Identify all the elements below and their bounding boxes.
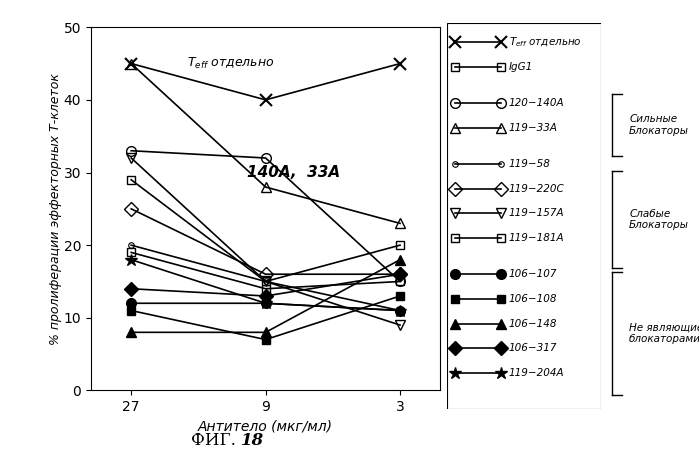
Text: 119−181A: 119−181A	[509, 233, 565, 243]
Text: ФИГ.: ФИГ.	[191, 433, 241, 449]
Text: $T_{eff}$ отдельно: $T_{eff}$ отдельно	[187, 56, 274, 71]
Text: 119−33A: 119−33A	[509, 123, 558, 133]
Text: IgG1: IgG1	[509, 62, 533, 72]
Text: 106−148: 106−148	[509, 319, 557, 329]
Text: 106−107: 106−107	[509, 269, 557, 279]
Text: Не являющиеся
блокаторами: Не являющиеся блокаторами	[629, 322, 699, 344]
Y-axis label: % пролиферации эффекторных Т-клеток: % пролиферации эффекторных Т-клеток	[49, 73, 62, 345]
Text: 18: 18	[241, 433, 264, 449]
Text: 119−204A: 119−204A	[509, 368, 565, 378]
Text: 140A,  33A: 140A, 33A	[247, 165, 340, 180]
Text: 120−140A: 120−140A	[509, 98, 565, 108]
X-axis label: Антитело (мкг/мл): Антитело (мкг/мл)	[198, 419, 333, 434]
Text: Сильные
Блокаторы: Сильные Блокаторы	[629, 114, 689, 136]
Text: Слабые
Блокаторы: Слабые Блокаторы	[629, 209, 689, 230]
Text: 106−108: 106−108	[509, 294, 557, 304]
Text: $T_{eff}$ отдельно: $T_{eff}$ отдельно	[509, 35, 582, 49]
Text: 119−58: 119−58	[509, 159, 551, 169]
Text: 106−317: 106−317	[509, 343, 557, 353]
Text: 119−157A: 119−157A	[509, 208, 565, 218]
Text: 119−220C: 119−220C	[509, 183, 565, 194]
